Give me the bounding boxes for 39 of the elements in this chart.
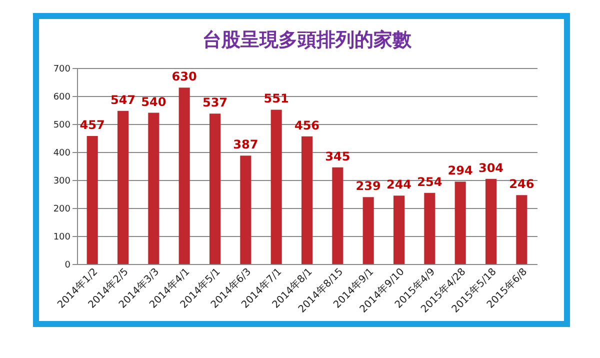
y-tick-label: 100 [53,232,71,242]
y-tick-label: 200 [53,204,71,214]
chart-title: 台股呈現多頭排列的家數 [202,29,412,51]
bar [454,182,466,264]
data-label: 239 [356,179,381,194]
bar [301,136,313,264]
data-label: 244 [386,178,412,192]
y-tick-label: 500 [53,120,71,130]
y-tick-label: 300 [53,176,71,186]
bar [270,110,282,264]
data-label: 547 [110,92,136,107]
data-label: 456 [294,118,320,132]
bar [485,178,497,264]
data-label: 304 [478,160,504,175]
bar [362,197,374,264]
bar [424,192,436,264]
data-label: 540 [141,94,166,109]
data-label: 537 [202,96,228,110]
bar [516,195,528,264]
data-label: 254 [417,174,442,189]
y-tick-label: 0 [64,260,71,270]
bar [117,110,129,264]
bar [240,156,252,264]
y-tick-label: 400 [53,148,71,158]
bar [332,167,344,264]
data-label: 294 [448,164,473,178]
data-label: 345 [325,149,350,164]
bar [86,136,98,264]
bar [178,88,190,264]
bar [209,114,221,264]
y-tick-label: 700 [53,64,71,74]
bar [148,112,160,264]
y-tick-label: 600 [53,92,71,102]
data-label: 457 [80,118,105,132]
data-label: 630 [172,70,197,84]
data-label: 551 [264,92,289,106]
bar [393,196,405,264]
data-label: 246 [509,177,534,192]
data-label: 387 [233,138,258,152]
